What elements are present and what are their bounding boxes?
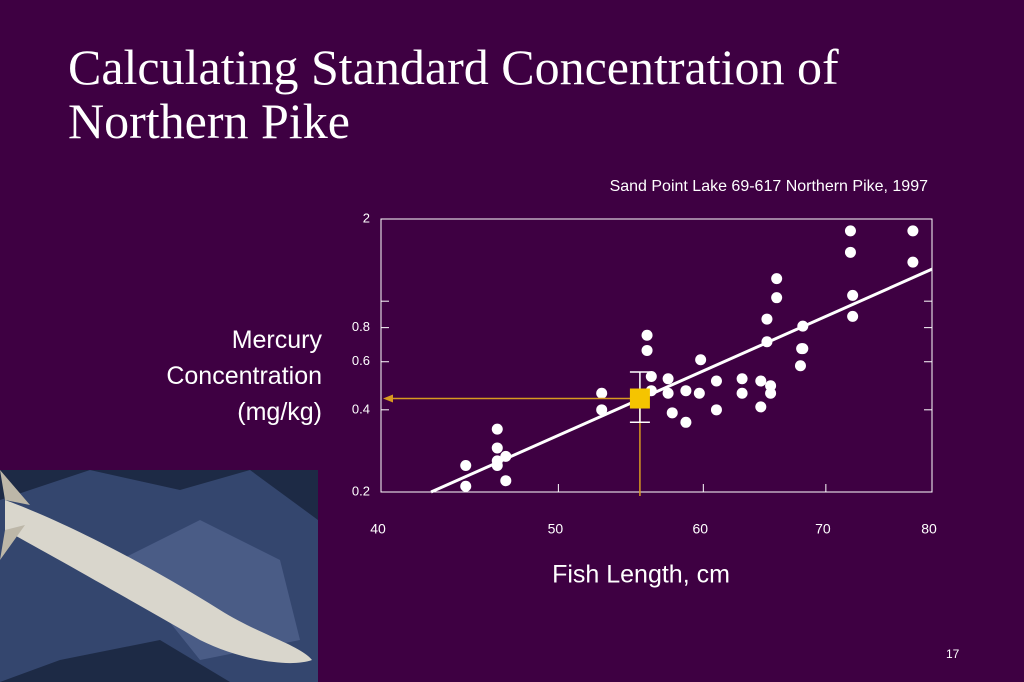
data-point (641, 344, 653, 356)
data-point (736, 387, 748, 399)
trend-line (430, 267, 933, 494)
guide-arrowhead (383, 394, 393, 403)
data-point (771, 273, 783, 285)
data-point (847, 310, 859, 322)
y-tick-label: 0.4 (352, 401, 370, 416)
data-point (662, 373, 674, 385)
data-point (645, 370, 657, 382)
data-point (736, 373, 748, 385)
data-point (460, 480, 472, 492)
data-point (794, 360, 806, 372)
data-point (460, 460, 472, 472)
x-tick-label: 70 (815, 521, 831, 537)
x-tick-label: 50 (548, 521, 564, 537)
data-point (844, 246, 856, 258)
data-point (907, 256, 919, 268)
data-point (596, 387, 608, 399)
data-point (771, 292, 783, 304)
data-point (761, 313, 773, 325)
data-point (662, 387, 674, 399)
data-point (755, 375, 767, 387)
plot-frame (380, 218, 933, 493)
data-point (695, 354, 707, 366)
data-point (491, 442, 503, 454)
y-tick-label: 0.2 (352, 483, 370, 498)
data-point (761, 336, 773, 348)
x-axis-label: Fish Length, cm (552, 561, 730, 589)
data-point (491, 423, 503, 435)
data-point (641, 329, 653, 341)
data-point (765, 387, 777, 399)
data-point (500, 450, 512, 462)
data-point (710, 404, 722, 416)
data-point (680, 385, 692, 397)
data-point (797, 320, 809, 332)
y-tick-label: 0.6 (352, 353, 370, 368)
data-point (797, 343, 809, 355)
highlight-point (629, 388, 650, 409)
data-point (844, 225, 856, 237)
data-point (680, 416, 692, 428)
data-point (710, 375, 722, 387)
data-point (666, 407, 678, 419)
fish-photo (0, 470, 318, 682)
y-axis-label: Mercury Concentration (mg/kg) (166, 326, 322, 426)
data-point (907, 225, 919, 237)
x-tick-label: 40 (370, 521, 386, 537)
slide-title: Calculating Standard Concentration of No… (68, 39, 839, 149)
y-tick-label: 0.8 (352, 319, 370, 334)
page-number: 17 (946, 647, 960, 661)
data-point (847, 289, 859, 301)
data-point (755, 401, 767, 413)
data-point (693, 387, 705, 399)
y-tick-label: 2 (363, 210, 370, 225)
x-tick-label: 60 (693, 521, 709, 537)
data-point (500, 475, 512, 487)
data-point (491, 460, 503, 472)
data-point (596, 404, 608, 416)
x-tick-label: 80 (921, 521, 937, 537)
chart-title: Sand Point Lake 69-617 Northern Pike, 19… (610, 178, 929, 195)
